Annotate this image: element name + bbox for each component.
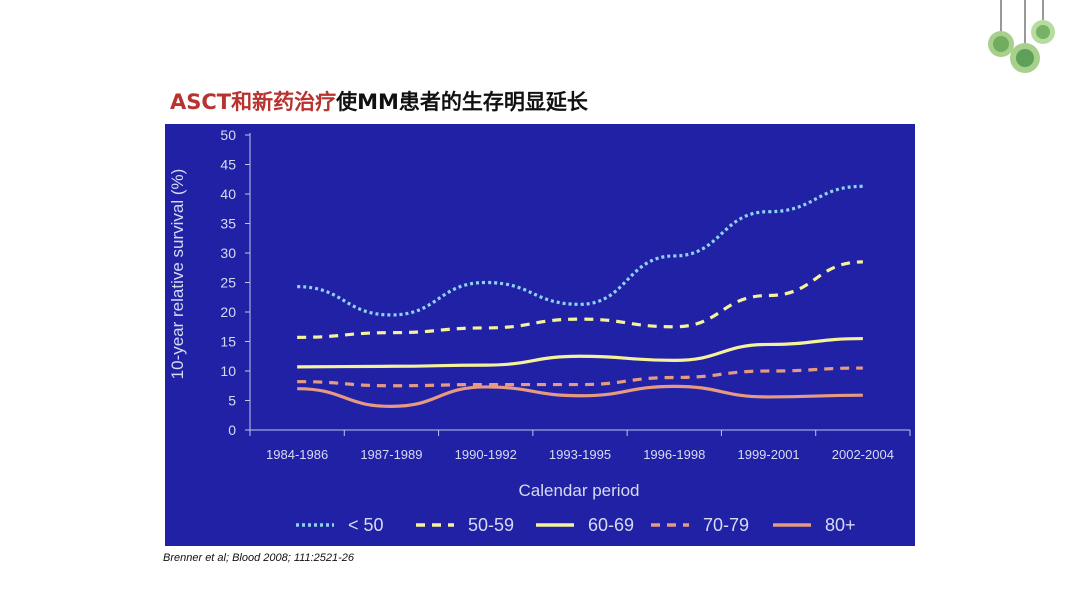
y-tick-label: 20 [220, 304, 236, 320]
legend-label-5: 80+ [825, 515, 856, 535]
y-tick-label: 40 [220, 186, 236, 202]
slide-title: ASCT和新药治疗使MM患者的生存明显延长 [170, 86, 588, 116]
survival-line-chart: 0 5 10 15 20 25 30 35 40 45 50 1984-1986 1987-1989 19… [165, 124, 915, 546]
series-line-3 [297, 336, 863, 369]
y-tick-label: 50 [220, 127, 236, 143]
series-line-2 [297, 260, 863, 339]
y-axis-label: 10-year relative survival (%) [168, 169, 187, 380]
y-tick-label: 10 [220, 363, 236, 379]
x-tick-label: 1987-1989 [360, 447, 422, 462]
legend-label-1: < 50 [348, 515, 384, 535]
pendant-lamp-icon [988, 0, 1055, 73]
y-tick-label: 0 [228, 422, 236, 438]
x-tick-label: 1990-1992 [455, 447, 517, 462]
y-tick-label: 45 [220, 157, 236, 173]
y-tick-label: 25 [220, 275, 236, 291]
series-line-5 [297, 384, 863, 409]
y-tick-label: 15 [220, 334, 236, 350]
series-line-4 [297, 366, 863, 388]
y-tick-label: 30 [220, 245, 236, 261]
slide-title-highlight: ASCT和新药治疗 [170, 90, 337, 114]
x-tick-label: 1984-1986 [266, 447, 328, 462]
legend-label-3: 60-69 [588, 515, 634, 535]
legend-label-4: 70-79 [703, 515, 749, 535]
y-tick-label: 5 [228, 393, 236, 409]
y-tick-label: 35 [220, 216, 236, 232]
legend-label-2: 50-59 [468, 515, 514, 535]
x-tick-label: 1996-1998 [643, 447, 705, 462]
slide-title-rest: 使MM患者的生存明显延长 [336, 90, 588, 114]
x-axis-label: Calendar period [519, 481, 640, 500]
x-tick-label: 1993-1995 [549, 447, 611, 462]
chart-background [165, 124, 915, 546]
citation: Brenner et al; Blood 2008; 111:2521-26 [163, 552, 355, 564]
x-tick-label: 2002-2004 [832, 447, 894, 462]
x-tick-label: 1999-2001 [737, 447, 799, 462]
chart-legend: < 50 50-59 60-69 70-79 80+ [296, 515, 856, 535]
